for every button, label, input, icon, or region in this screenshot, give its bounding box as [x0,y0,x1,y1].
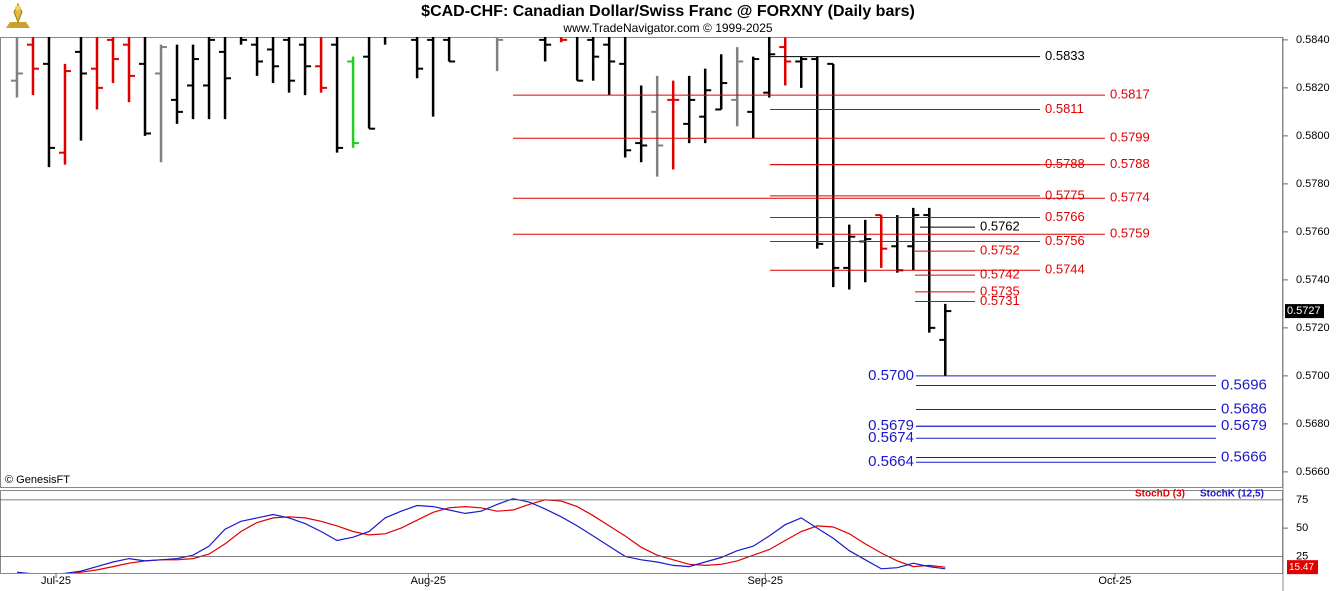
stoch-panel [0,490,1283,574]
y-tick-label: 0.5660 [1296,466,1330,478]
logo [6,2,30,28]
level-label: 0.5759 [1110,226,1150,241]
level-label: 0.5731 [980,293,1020,308]
x-tick-label: Sep-25 [747,575,782,587]
y-tick-label: 0.5840 [1296,34,1330,46]
level-label: 0.5766 [1045,209,1085,224]
last-price-box [1285,304,1324,319]
x-tick-label: Aug-25 [411,575,446,587]
level-label: 0.5774 [1110,190,1150,205]
level-label: 0.5679 [868,417,914,434]
level-label: 0.5811 [1045,101,1084,116]
y-tick-label: 0.5820 [1296,82,1330,94]
level-label: 0.5762 [980,219,1020,234]
last-price-label: 0.5727 [1287,305,1321,317]
price-plot [10,37,952,376]
level-label: 0.5735 [980,283,1020,298]
y-tick-label: 0.5740 [1296,274,1330,286]
level-label: 0.5664 [868,453,914,470]
chart-title: $CAD-CHF: Canadian Dollar/Swiss Franc @ … [421,3,915,20]
level-label: 0.5799 [1110,130,1150,145]
level-label: 0.5788 [1045,156,1085,171]
y-tick-label: 0.5780 [1296,178,1330,190]
note: © GenesisFT [5,474,70,486]
legend-entry: StochD (3) [1135,489,1185,500]
x-tick-label: Oct-25 [1098,575,1131,587]
y-tick-label: 50 [1296,522,1308,534]
level-label: 0.5679 [1221,417,1267,434]
level-label: 0.5700 [868,367,914,384]
level-label: 0.5666 [1221,448,1267,465]
level-label: 0.5833 [1045,48,1085,63]
chart-subtitle: www.TradeNavigator.com © 1999-2025 [562,21,772,35]
y-tick-label: 75 [1296,494,1308,506]
stoch-line [16,498,946,573]
level-label: 0.5742 [980,267,1020,282]
stoch-plot [16,498,946,573]
stoch-line [17,499,946,573]
legend-entry: StochK (12,5) [1200,489,1264,500]
y-tick-label: 0.5800 [1296,130,1330,142]
y-tick-label: 0.5700 [1296,370,1330,382]
level-label: 0.5817 [1110,87,1150,102]
y-tick-label: 0.5760 [1296,226,1330,238]
level-label: 0.5744 [1045,262,1085,277]
y-tick-label: 25 [1296,550,1308,562]
header-bg [0,0,1336,37]
level-label: 0.5775 [1045,187,1085,202]
y-tick-label: 0.5720 [1296,322,1330,334]
level-label: 0.5752 [980,243,1020,258]
level-label: 0.5696 [1221,376,1267,393]
y-tick-label: 0.5680 [1296,418,1330,430]
last-value-box [1287,560,1318,575]
level-label: 0.5686 [1221,400,1267,417]
level-label: 0.5788 [1110,156,1150,171]
x-tick-label: Jul-25 [41,575,71,587]
last-value-label: 15.47 [1289,562,1314,573]
level-label: 0.5756 [1045,233,1085,248]
level-label: 0.5674 [868,429,914,446]
